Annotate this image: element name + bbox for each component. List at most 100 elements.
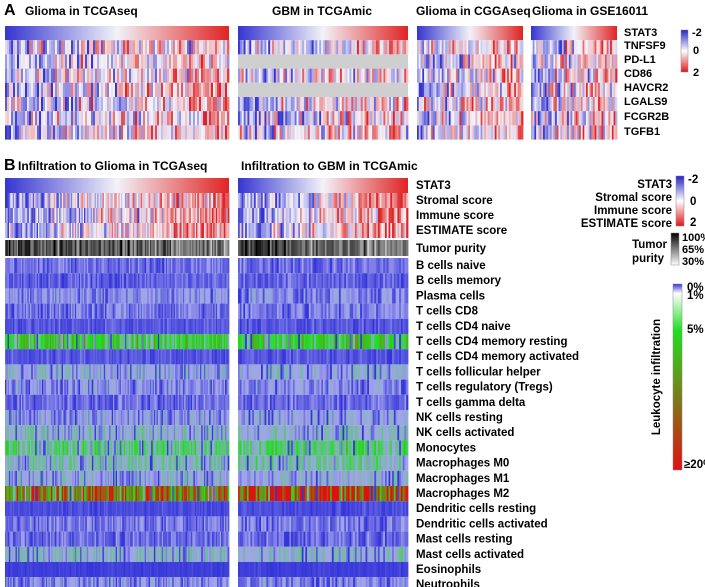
purity-cell	[98, 240, 101, 256]
infiltration-cell	[161, 349, 164, 365]
score-cell	[119, 193, 122, 208]
heatmap-cell	[579, 97, 582, 112]
heatmap-cell	[175, 40, 178, 55]
score-cell	[26, 193, 28, 208]
infiltration-cell	[124, 410, 127, 426]
infiltration-cell	[171, 425, 173, 441]
heatmap-cell	[91, 97, 94, 112]
infiltration-cell	[73, 258, 76, 274]
heatmap-cell	[370, 40, 373, 55]
heatmap-cell	[35, 97, 38, 112]
heatmap-cell	[489, 82, 492, 97]
purity-cell	[31, 240, 34, 256]
score-cell	[152, 208, 155, 223]
heatmap-cell	[311, 111, 314, 126]
heatmap-cell	[553, 125, 556, 140]
infiltration-cell	[8, 303, 11, 319]
heatmap-cell	[349, 97, 352, 112]
heatmap-cell	[177, 125, 180, 140]
score-cell	[20, 208, 23, 223]
heatmap-cell	[377, 97, 381, 112]
score-cell	[167, 223, 169, 238]
heatmap-cell	[427, 40, 430, 55]
infiltration-cell	[36, 410, 39, 426]
purity-cell	[180, 240, 182, 256]
infiltration-cell	[211, 303, 214, 319]
infiltration-cell	[36, 440, 39, 456]
infiltration-cell	[59, 379, 61, 395]
infiltration-cell	[82, 410, 85, 426]
infiltration-cell	[40, 303, 43, 319]
heatmap-cell	[113, 40, 116, 55]
heatmap-cell	[548, 125, 551, 140]
heatmap-cell	[129, 40, 132, 55]
heatmap-cell	[185, 111, 188, 126]
score-cell	[181, 208, 184, 223]
infiltration-cell	[200, 273, 202, 289]
score-cell	[30, 208, 32, 223]
heatmap-cell	[429, 125, 432, 140]
heatmap-cell	[362, 97, 365, 112]
infiltration-cell	[145, 258, 148, 274]
score-cell	[132, 223, 135, 238]
heatmap-cell	[482, 111, 485, 126]
infiltration-cell	[219, 394, 222, 410]
infiltration-cell	[196, 379, 198, 395]
heatmap-cell	[5, 40, 8, 55]
heatmap-cell	[568, 54, 571, 69]
infiltration-cell	[47, 440, 49, 456]
heatmap-cell	[482, 54, 485, 69]
infiltration-cell	[66, 318, 69, 334]
infiltration-cell	[98, 334, 101, 350]
infiltration-cell	[131, 379, 134, 395]
infiltration-cell	[44, 318, 47, 334]
infiltration-cell	[103, 288, 106, 304]
score-cell	[126, 193, 128, 208]
heatmap-cell	[205, 68, 208, 83]
score-cell	[101, 223, 103, 238]
infiltration-cell	[76, 334, 78, 350]
infiltration-cell	[203, 394, 206, 410]
heatmap-cell	[157, 54, 160, 69]
infiltration-cell	[18, 303, 20, 319]
score-cell	[95, 208, 98, 223]
infiltration-cell	[180, 288, 182, 304]
infiltration-cell	[37, 318, 40, 334]
heatmap-cell	[514, 125, 517, 140]
heatmap-cell	[266, 111, 269, 126]
heatmap-cell	[441, 97, 444, 112]
heatmap-cell	[37, 68, 40, 83]
heatmap-cell	[582, 54, 585, 69]
heatmap-cell	[309, 125, 313, 140]
infiltration-cell	[76, 455, 78, 471]
infiltration-cell	[5, 379, 7, 395]
infiltration-cell	[40, 258, 43, 274]
heatmap-cell	[579, 111, 582, 126]
score-cell	[24, 193, 27, 208]
heatmap-cell	[546, 68, 549, 83]
infiltration-cell	[148, 273, 151, 289]
heatmap-cell	[290, 125, 294, 140]
score-cell	[30, 223, 32, 238]
heatmap-cell	[121, 82, 124, 97]
score-cell	[206, 193, 209, 208]
score-cell	[24, 223, 27, 238]
infiltration-cell	[19, 334, 22, 350]
purity-cell	[161, 240, 164, 256]
heatmap-cell	[173, 82, 176, 97]
heatmap-cell	[167, 82, 170, 97]
score-cell	[126, 208, 128, 223]
infiltration-cell	[138, 440, 140, 456]
infiltration-cell	[48, 288, 51, 304]
heatmap-row-stat3	[5, 26, 229, 41]
infiltration-cell	[59, 410, 61, 426]
infiltration-cell	[140, 318, 143, 334]
score-cell	[28, 208, 31, 223]
heatmap-cell	[167, 68, 170, 83]
score-cell	[102, 193, 105, 208]
infiltration-cell	[89, 288, 92, 304]
score-cell	[135, 208, 138, 223]
heatmap-cell	[63, 82, 66, 97]
heatmap-cell	[517, 97, 520, 112]
infiltration-cell	[182, 410, 185, 426]
